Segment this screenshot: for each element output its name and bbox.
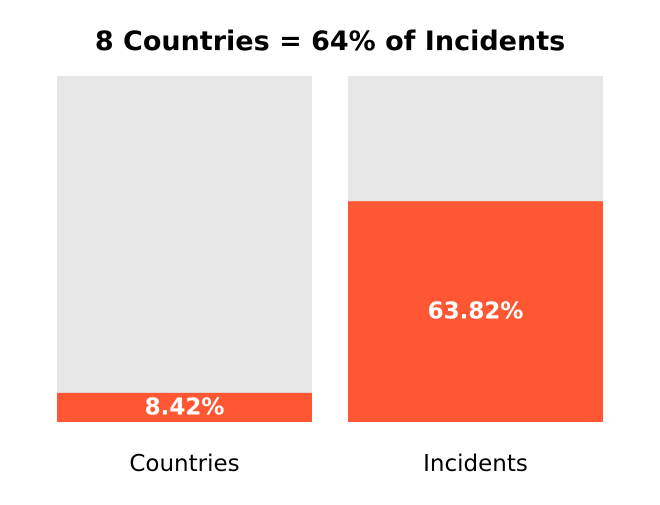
category-label-incidents: Incidents (423, 451, 528, 477)
value-label-countries: 8.42% (145, 394, 225, 420)
chart-title: 8 Countries = 64% of Incidents (94, 26, 566, 57)
category-label-countries: Countries (129, 451, 239, 477)
bar-incidents (348, 201, 603, 422)
value-label-incidents: 63.82% (428, 299, 524, 325)
bar-track-countries (57, 76, 312, 422)
bar-countries (57, 392, 312, 422)
